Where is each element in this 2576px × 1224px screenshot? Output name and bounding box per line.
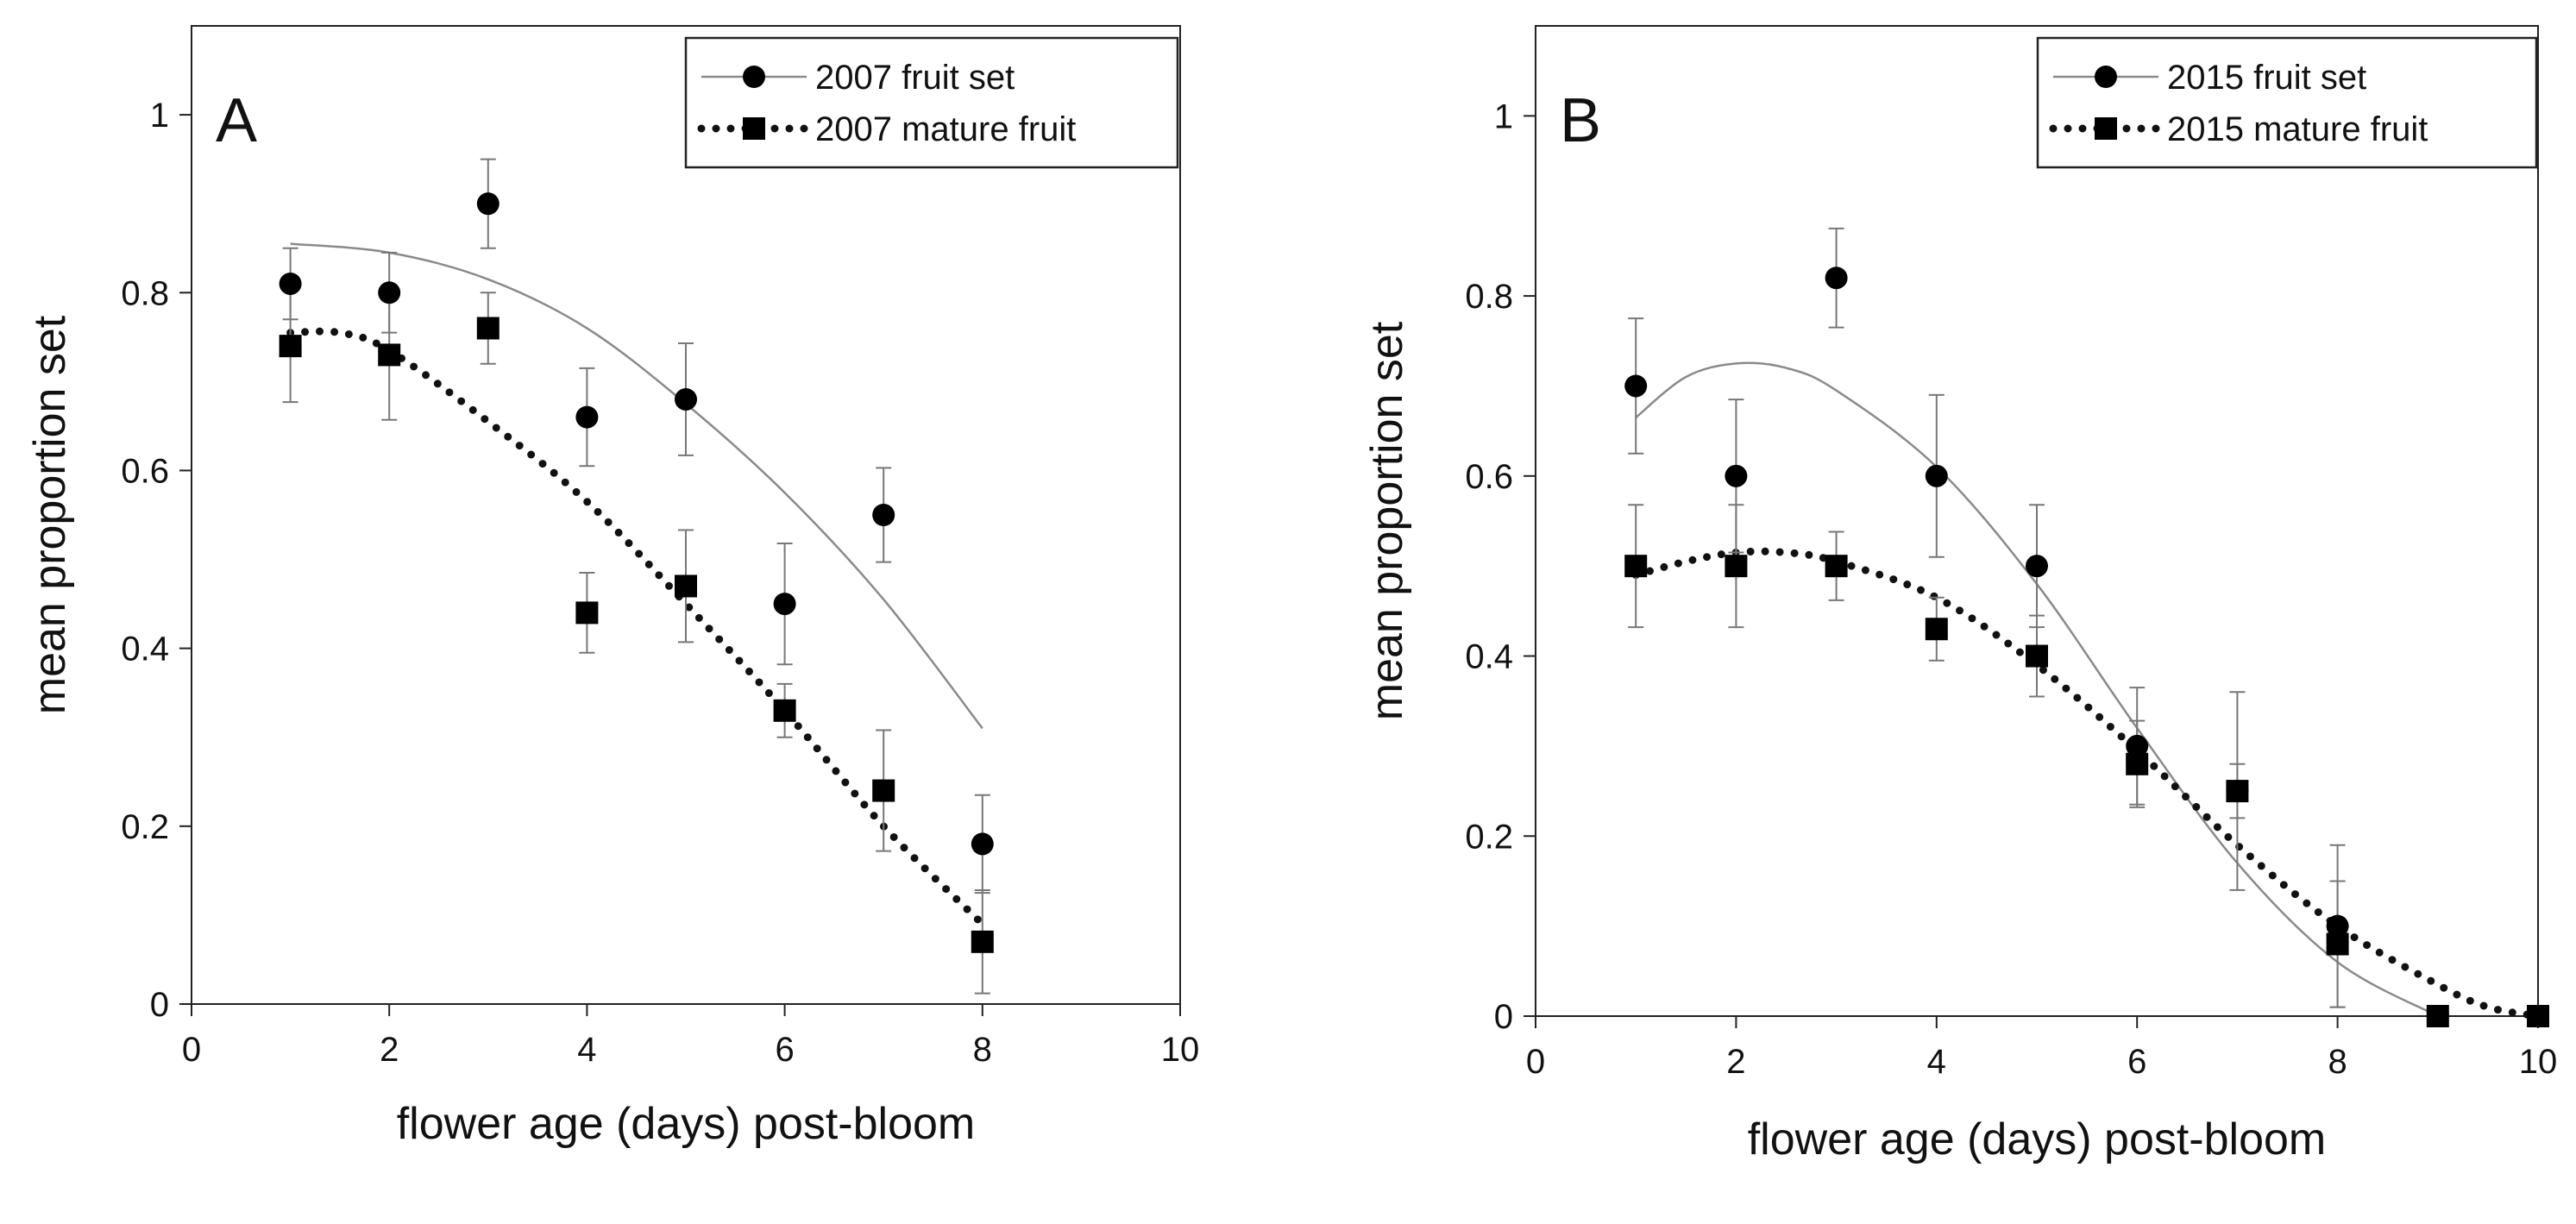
y-axis-label: mean proportion set [1362,321,1412,720]
data-point-circle [378,281,401,304]
legend-entry-label: 2007 fruit set [815,59,1015,97]
data-point-circle [2026,555,2048,578]
panel-letter: B [1560,86,1601,155]
plot-frame [1535,25,2539,1017]
data-point-circle [1624,374,1648,398]
legend-box [684,36,1179,169]
chart-panel-a: 0 2 4 6 8 10 0 0.2 0.4 0.6 0.8 1 flower age (days) p… [25,25,1200,1149]
data-point-circle [1825,267,1848,290]
legend-marker-square [743,117,765,140]
data-point-square [2426,1005,2449,1027]
y-tick-label: 1 [1494,97,1513,135]
data-point-circle [2126,734,2149,757]
y-tick-label: 1 [150,97,169,135]
data-point-circle [279,272,302,295]
data-point-square [1725,555,1748,578]
legend-box [2036,36,2538,169]
x-tick-label: 8 [973,1031,992,1069]
data-point-circle [773,593,796,616]
fit-curve-circle [290,242,983,730]
x-tick-label: 10 [1161,1031,1200,1069]
x-tick-label: 2 [380,1031,399,1069]
legend-marker-circle [2095,66,2117,88]
x-tick-label: 0 [1526,1043,1545,1081]
x-axis-label: flower age (days) post-bloom [1748,1114,2327,1164]
panel-letter: A [216,86,257,155]
chart-panel-b: 0 2 4 6 8 10 0 0.2 0.4 0.6 0.8 1 flower age (days) p… [1362,25,2558,1164]
data-point-square [971,930,994,953]
y-tick-label: 0.4 [121,631,169,668]
data-point-square [773,699,796,722]
fit-curve-circle [1635,361,2439,1018]
fit-curve-square [1631,547,2542,1020]
data-point-circle [872,504,895,526]
x-tick-label: 6 [2127,1043,2146,1081]
data-point-square [476,317,499,340]
data-point-square [1925,618,1948,641]
legend-entry-label: 2015 fruit set [2167,59,2366,97]
x-tick-label: 10 [2519,1043,2558,1081]
y-axis-label: mean proportion set [25,315,75,714]
legend: 2007 fruit set 2007 mature fruit [684,36,1179,169]
y-tick-label: 0 [1494,998,1513,1036]
y-tick-label: 0.2 [121,808,169,846]
data-point-square [2026,644,2048,668]
data-point-circle [971,832,994,856]
data-point-circle [476,192,499,216]
data-point-circle [575,405,599,429]
x-tick-label: 4 [577,1031,596,1069]
y-tick-label: 0.2 [1465,818,1513,856]
y-tick-label: 0.4 [1465,638,1513,676]
x-tick-label: 6 [775,1031,794,1069]
data-point-square [2226,780,2249,803]
data-point-square [575,601,599,625]
data-point-circle [2326,914,2349,938]
x-tick-label: 0 [182,1031,201,1069]
data-point-square [2527,1005,2549,1027]
plot-frame [191,25,1181,1005]
data-point-square [378,343,401,367]
y-tick-label: 0.6 [1465,458,1513,496]
data-point-square [1825,555,1848,578]
legend-entry-label: 2007 mature fruit [815,110,1076,148]
x-tick-label: 4 [1927,1043,1946,1081]
legend-marker-square [2095,117,2117,140]
y-tick-label: 0.8 [121,274,169,312]
data-point-square [2126,752,2149,775]
data-point-square [279,335,302,358]
data-point-square [2326,932,2349,956]
y-tick-label: 0.8 [1465,278,1513,316]
data-point-square [872,779,895,802]
legend-entry-label: 2015 mature fruit [2167,110,2428,148]
data-point-square [675,574,697,598]
y-tick-label: 0.6 [121,452,169,490]
data-point-square [1624,555,1648,578]
x-tick-label: 8 [2328,1043,2347,1081]
y-tick-label: 0 [150,986,169,1024]
data-point-circle [1725,464,1748,487]
x-axis-label: flower age (days) post-bloom [397,1099,976,1149]
data-point-circle [1925,464,1948,487]
data-point-circle [675,387,697,411]
legend-marker-circle [743,66,765,88]
legend: 2015 fruit set 2015 mature fruit [2036,36,2538,169]
x-tick-label: 2 [1726,1043,1745,1081]
